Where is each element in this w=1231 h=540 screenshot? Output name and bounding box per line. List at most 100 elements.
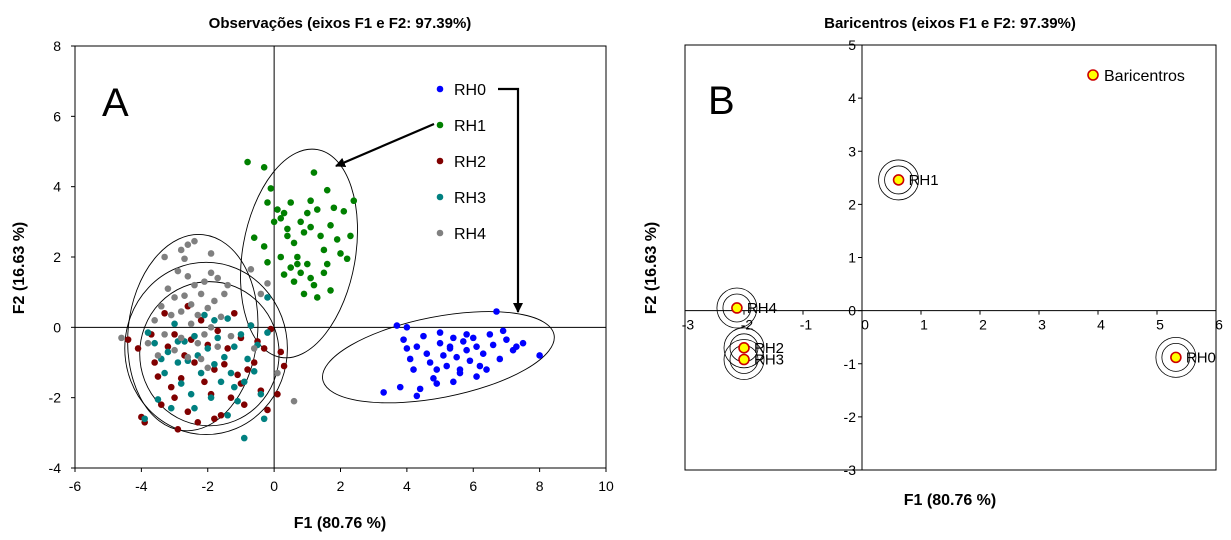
x-tick-label: 5 [1156,317,1164,333]
data-point-rh3 [237,331,245,338]
data-point-rh0 [416,385,424,393]
data-point-rh0 [473,373,480,380]
data-point-rh1 [323,186,331,194]
data-point-rh1 [313,294,321,301]
data-point-rh2 [164,343,172,350]
data-point-rh4 [194,311,202,319]
data-point-rh2 [214,327,222,335]
data-point-rh1 [307,197,314,205]
data-point-rh0 [423,350,431,358]
data-point-rh0 [450,378,457,386]
data-point-rh3 [264,329,271,336]
data-point-rh0 [443,362,451,370]
data-point-rh0 [456,369,464,377]
x-tick-label: 3 [1038,317,1046,333]
data-point-rh3 [234,397,241,405]
y-tick-label: -3 [844,462,857,478]
chart-a: -6 -4 -2 0 2 4 6 8 10 -4 -2 0 2 4 6 8 Observações (eixos… [11,15,614,532]
data-point-rh4 [167,311,175,319]
data-point-rh2 [260,345,268,352]
data-point-rh4 [257,290,265,298]
data-point-rh2 [151,359,158,366]
data-point-rh0 [420,332,427,340]
data-point-rh1 [300,290,308,298]
x-tick-label: 8 [536,478,544,494]
data-point-rh4 [201,278,208,285]
x-tick-label: 6 [1215,317,1223,333]
data-point-rh1 [313,206,321,213]
x-axis-label: F1 (80.76 %) [294,515,386,532]
data-point-rh4 [161,331,168,338]
data-point-rh1 [300,229,308,236]
data-point-rh3 [144,329,152,336]
data-point-rh4 [164,285,172,292]
data-point-rh0 [469,334,477,342]
data-point-rh1 [264,258,271,266]
data-point-rh0 [396,383,404,391]
data-point-rh3 [264,294,271,301]
data-point-rh3 [204,345,212,352]
y-tick-label: 8 [53,38,61,54]
data-point-rh2 [174,426,182,433]
data-point-rh4 [161,253,168,261]
data-point-rh1 [323,260,331,268]
x-tick-label: 1 [920,317,928,333]
data-point-rh4 [184,241,192,248]
data-point-rh4 [154,352,162,359]
data-point-rh1 [327,287,334,294]
data-point-rh1 [294,260,301,268]
data-point-rh1 [260,243,268,250]
y-tick-label: -1 [844,356,857,372]
data-point-rh3 [250,367,258,375]
data-point-rh4 [171,346,178,354]
legend-marker-rh3 [436,193,444,201]
data-point-rh0 [493,308,500,315]
legend-label: Baricentros [1104,68,1185,85]
data-point-rh1 [264,199,271,206]
point-label: RH1 [909,172,939,189]
data-point-rh1 [307,223,314,231]
data-point-rh1 [280,209,288,217]
data-point-rh2 [221,360,228,368]
y-tick-label: 0 [848,303,856,319]
data-point-rh4 [187,301,195,308]
legend-label-rh0: RH0 [454,82,486,99]
y-axis-label: F2 (16.63 %) [11,222,28,314]
x-tick-label: 0 [861,317,869,333]
x-tick-label: -3 [682,317,695,333]
data-point-rh1 [270,218,278,226]
data-point-rh0 [463,346,470,354]
data-point-rh4 [184,273,192,280]
data-point-rh4 [177,308,185,315]
data-point-rh1 [343,255,351,263]
data-point-rh2 [244,366,251,373]
confidence-ellipse-rh1 [240,148,358,359]
y-tick-label: 2 [53,249,61,265]
confidence-circle-inner [884,165,913,195]
barycenter-point [1170,351,1182,364]
data-point-rh2 [217,411,225,419]
data-point-rh0 [403,324,411,331]
data-point-rh0 [473,343,480,350]
data-point-rh4 [194,339,202,347]
data-point-rh2 [157,401,165,409]
data-point-rh0 [440,352,447,359]
data-point-rh0 [459,338,467,345]
data-point-rh3 [154,396,162,403]
legend-label-rh4: RH4 [454,226,486,243]
data-point-rh3 [257,390,265,398]
chart-title: Observações (eixos F1 e F2: 97.39%) [209,15,472,32]
data-point-rh1 [290,239,298,247]
y-tick-label: -4 [49,460,62,476]
data-point-rh3 [240,378,248,386]
legend-label-rh3: RH3 [454,190,486,207]
data-point-rh0 [413,392,421,400]
x-tick-label: 10 [598,478,614,494]
data-point-rh4 [207,269,215,277]
data-point-rh3 [167,404,175,412]
plot-area [74,45,607,469]
legend-marker-rh1 [436,121,444,129]
y-tick-label: 0 [53,319,61,335]
data-point-rh4 [207,324,215,331]
data-point-rh3 [260,415,268,423]
